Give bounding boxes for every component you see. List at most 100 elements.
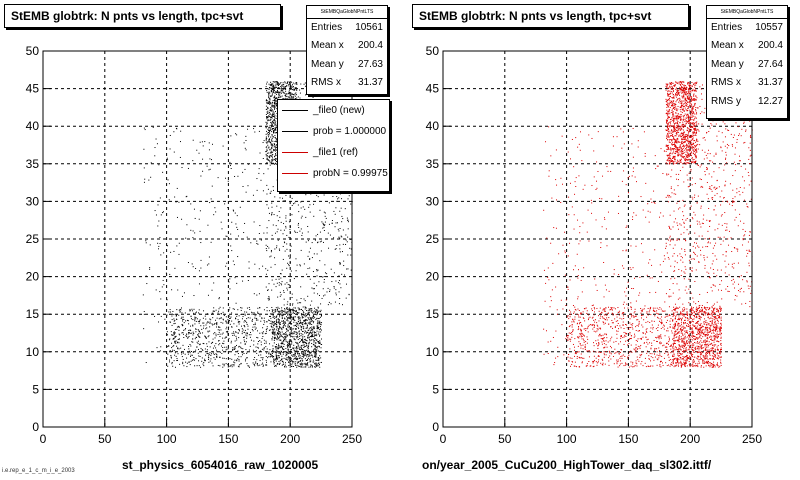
scatter-point [282, 341, 284, 343]
scatter-point [271, 328, 273, 330]
scatter-point [272, 83, 274, 85]
scatter-point [282, 361, 284, 363]
scatter-point [274, 196, 276, 198]
scatter-point [289, 346, 291, 348]
scatter-point [177, 347, 179, 349]
scatter-point [259, 152, 261, 154]
scatter-point [230, 135, 232, 137]
scatter-point [693, 125, 695, 127]
scatter-point [694, 116, 696, 118]
scatter-point [168, 345, 170, 347]
scatter-point [162, 171, 164, 173]
scatter-point [289, 362, 291, 364]
scatter-point [278, 319, 280, 321]
scatter-point [281, 84, 283, 86]
scatter-point [272, 116, 274, 118]
scatter-point [685, 139, 687, 141]
scatter-point [267, 128, 269, 130]
scatter-point [682, 89, 684, 91]
scatter-point [288, 91, 290, 93]
scatter-point [287, 343, 289, 345]
scatter-point [221, 313, 223, 315]
scatter-point [202, 145, 204, 147]
scatter-point [686, 129, 688, 131]
scatter-point [211, 353, 213, 355]
scatter-point [230, 342, 232, 344]
scatter-point [309, 327, 311, 329]
scatter-point [687, 144, 689, 146]
scatter-point [269, 110, 271, 112]
scatter-point [294, 89, 296, 91]
scatter-point [269, 149, 271, 151]
scatter-point [158, 321, 160, 323]
scatter-point [285, 339, 287, 341]
scatter-point [669, 96, 671, 98]
scatter-point [693, 150, 695, 152]
scatter-point [223, 357, 225, 359]
scatter-point [295, 82, 297, 84]
scatter-point [292, 304, 294, 306]
scatter-point [285, 353, 287, 355]
scatter-point [307, 347, 309, 349]
scatter-point [301, 353, 303, 355]
scatter-point [187, 262, 189, 264]
scatter-point [304, 350, 306, 352]
scatter-point [265, 86, 267, 88]
scatter-point [323, 224, 325, 226]
scatter-point [298, 227, 300, 229]
scatter-point [273, 322, 275, 324]
scatter-point [198, 331, 200, 333]
scatter-point [290, 332, 292, 334]
scatter-point [194, 317, 196, 319]
scatter-point [268, 329, 270, 331]
scatter-point [301, 360, 303, 362]
scatter-point [293, 90, 295, 92]
scatter-point [251, 320, 253, 322]
scatter-point [289, 193, 291, 195]
scatter-point [318, 331, 320, 333]
scatter-point [683, 89, 685, 91]
scatter-point [202, 349, 204, 351]
scatter-point [683, 152, 685, 154]
scatter-point [283, 98, 285, 100]
scatter-point [320, 323, 322, 325]
scatter-point [273, 149, 275, 151]
scatter-point [142, 294, 144, 296]
scatter-point [246, 363, 248, 365]
scatter-point [280, 294, 282, 296]
scatter-point [274, 87, 276, 89]
scatter-point [236, 282, 238, 284]
scatter-point [190, 360, 192, 362]
scatter-point [170, 311, 172, 313]
scatter-point [267, 102, 269, 104]
scatter-point [687, 114, 689, 116]
scatter-point [288, 93, 290, 95]
scatter-point [299, 320, 301, 322]
scatter-point [673, 129, 675, 131]
scatter-point [672, 125, 674, 127]
scatter-point [671, 92, 673, 94]
scatter-point [191, 310, 193, 312]
scatter-point [273, 88, 275, 90]
scatter-point [678, 160, 680, 162]
scatter-point [667, 157, 669, 159]
scatter-point [284, 317, 286, 319]
scatter-point [324, 294, 326, 296]
scatter-point [294, 230, 296, 232]
scatter-point [295, 310, 297, 312]
scatter-point [268, 356, 270, 358]
scatter-point [172, 365, 174, 367]
scatter-point [312, 333, 314, 335]
scatter-point [338, 197, 340, 199]
scatter-point [299, 230, 301, 232]
scatter-point [174, 329, 176, 331]
scatter-point [270, 106, 272, 108]
scatter-point [300, 339, 302, 341]
scatter-point [299, 363, 301, 365]
scatter-point [276, 332, 278, 334]
scatter-point [273, 90, 275, 92]
scatter-point [281, 91, 283, 93]
scatter-point [189, 308, 191, 310]
scatter-point [690, 103, 692, 105]
scatter-point [200, 175, 202, 177]
